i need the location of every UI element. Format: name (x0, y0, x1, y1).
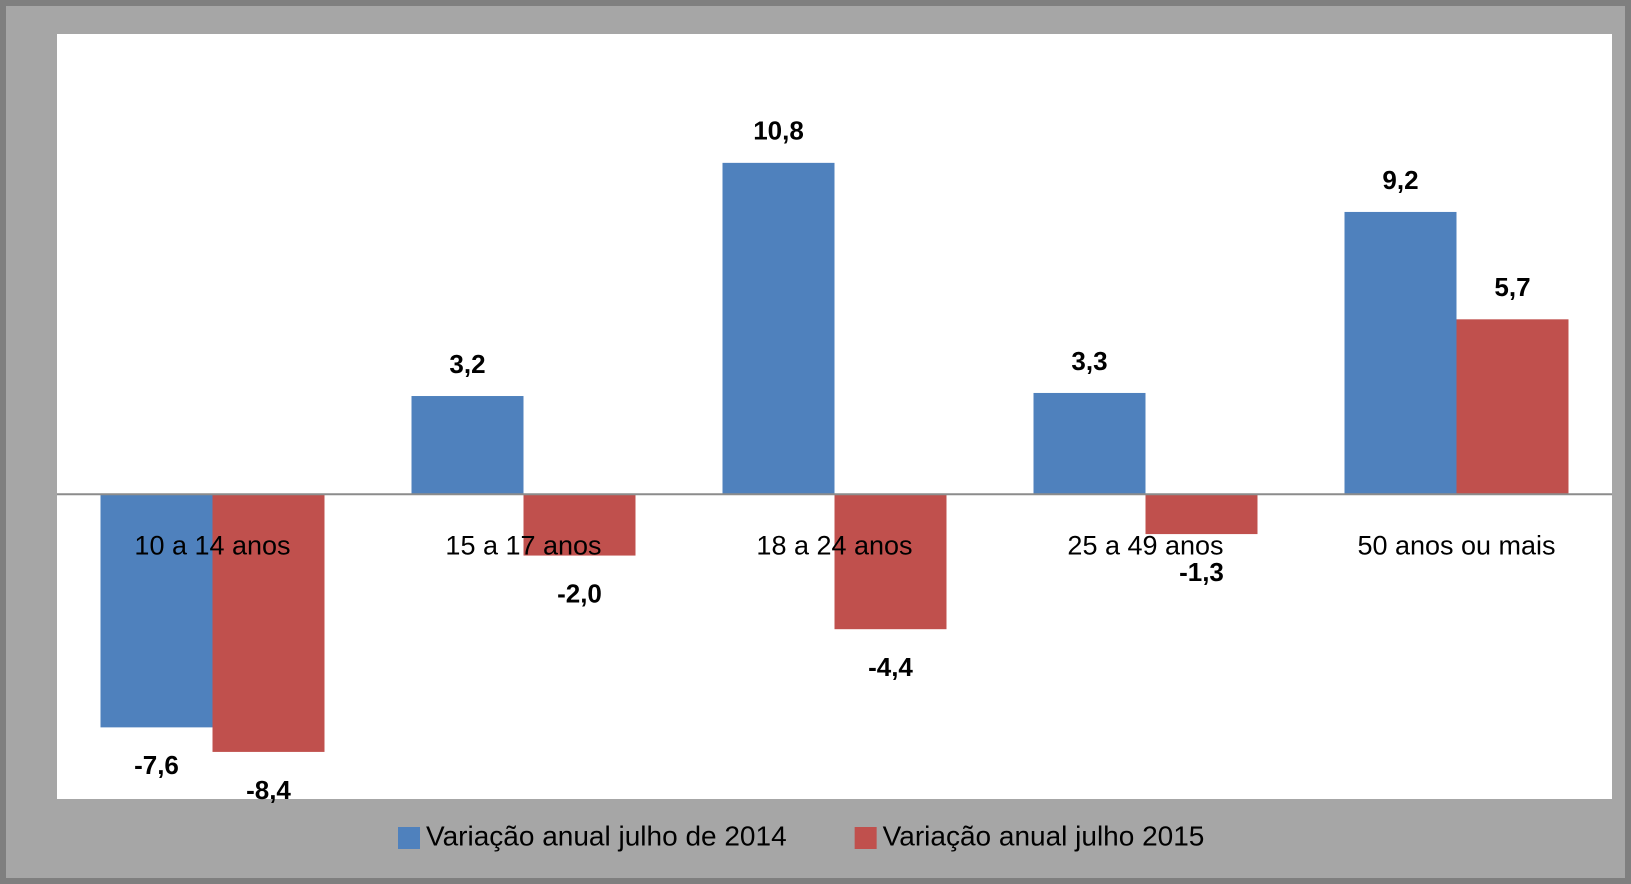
value-label: 5,7 (1494, 272, 1530, 302)
bar (1344, 211, 1457, 495)
value-label: -4,4 (868, 652, 913, 682)
value-label: -2,0 (557, 578, 602, 608)
legend-label: Variação anual julho 2015 (883, 820, 1205, 851)
x-tick-label: 18 a 24 anos (756, 530, 912, 560)
x-tick-label: 10 a 14 anos (134, 530, 290, 560)
bar (100, 494, 213, 728)
legend-swatch (398, 827, 420, 849)
bar (834, 494, 947, 630)
x-tick-label: 50 anos ou mais (1357, 530, 1555, 560)
value-label: -1,3 (1179, 557, 1224, 587)
bar (212, 494, 325, 752)
x-tick-label: 25 a 49 anos (1067, 530, 1223, 560)
bar (1456, 319, 1569, 495)
bar (411, 396, 524, 495)
legend-swatch (854, 827, 877, 849)
value-label: 3,3 (1071, 346, 1107, 376)
value-label: -7,6 (134, 750, 179, 780)
value-label: 10,8 (753, 116, 804, 146)
bar (523, 494, 636, 556)
bar (1033, 392, 1146, 495)
value-label: 3,2 (449, 349, 485, 379)
value-label: 9,2 (1382, 165, 1418, 195)
value-label: -8,4 (246, 775, 291, 805)
bar (722, 162, 835, 495)
x-tick-label: 15 a 17 anos (445, 530, 601, 560)
legend-label: Variação anual julho de 2014 (426, 820, 787, 851)
bar (1145, 494, 1258, 535)
